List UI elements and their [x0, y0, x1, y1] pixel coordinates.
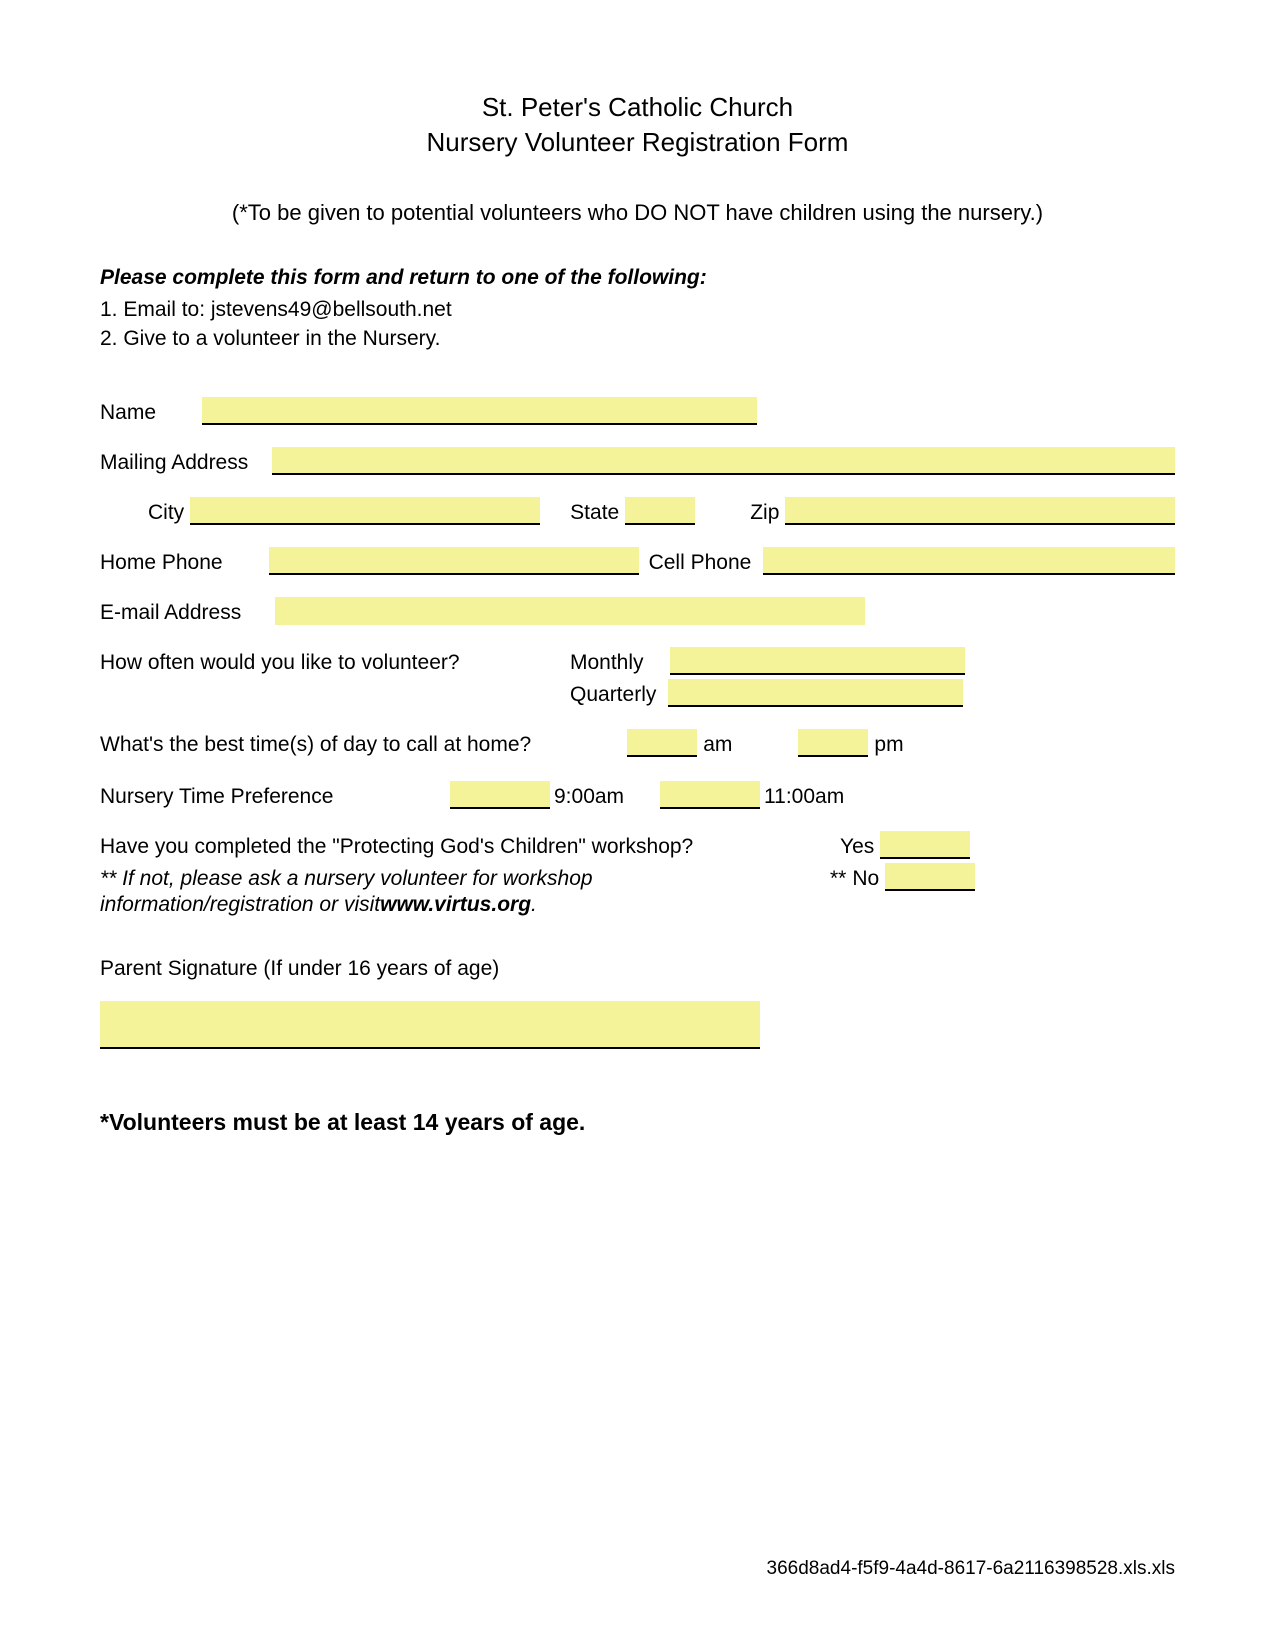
label-mailing: Mailing Address	[100, 451, 254, 475]
footer-filename: 366d8ad4-f5f9-4a4d-8617-6a2116398528.xls…	[767, 1558, 1175, 1580]
label-city: City	[148, 501, 190, 525]
row-workshop-no: ** If not, please ask a nursery voluntee…	[100, 863, 1175, 891]
field-homephone[interactable]	[269, 547, 639, 575]
instructions-list: 1. Email to: jstevens49@bellsouth.net 2.…	[100, 296, 1175, 353]
label-11am: 11:00am	[764, 785, 850, 809]
row-howoften-quarterly: Quarterly	[100, 679, 1175, 707]
label-workshop-note2c: .	[531, 893, 537, 917]
field-no[interactable]	[885, 863, 975, 891]
label-no-prefix: **	[830, 867, 852, 891]
label-workshop: Have you completed the "Protecting God's…	[100, 835, 840, 859]
row-workshop-note2: information/registration or visit www.vi…	[100, 893, 1175, 917]
label-homephone: Home Phone	[100, 551, 229, 575]
field-cellphone[interactable]	[763, 547, 1175, 575]
field-9am[interactable]	[450, 781, 550, 809]
field-am[interactable]	[627, 729, 697, 757]
row-nurserypref: Nursery Time Preference 9:00am 11:00am	[100, 781, 1175, 809]
field-yes[interactable]	[880, 831, 970, 859]
label-email: E-mail Address	[100, 601, 247, 625]
instructions-heading: Please complete this form and return to …	[100, 266, 1175, 290]
row-email: E-mail Address	[100, 597, 1175, 625]
row-name: Name	[100, 397, 1175, 425]
row-phones: Home Phone Cell Phone	[100, 547, 1175, 575]
label-virtus: www.virtus.org	[380, 893, 531, 917]
label-name: Name	[100, 401, 162, 425]
row-howoften-monthly: How often would you like to volunteer? M…	[100, 647, 1175, 675]
field-name[interactable]	[202, 397, 757, 425]
label-state: State	[570, 501, 625, 525]
label-am: am	[703, 733, 738, 757]
title-line2: Nursery Volunteer Registration Form	[100, 125, 1175, 160]
field-pm[interactable]	[798, 729, 868, 757]
field-city[interactable]	[190, 497, 540, 525]
field-state[interactable]	[625, 497, 695, 525]
label-no: No	[852, 867, 885, 891]
label-parent-sig: Parent Signature (If under 16 years of a…	[100, 957, 1175, 981]
form-subtitle: (*To be given to potential volunteers wh…	[100, 200, 1175, 226]
row-citystatezip: City State Zip	[100, 497, 1175, 525]
label-howoften: How often would you like to volunteer?	[100, 651, 570, 675]
label-yes: Yes	[840, 835, 880, 859]
field-monthly[interactable]	[670, 647, 965, 675]
label-nurserypref: Nursery Time Preference	[100, 785, 450, 809]
label-workshop-note2a: information/registration or visit	[100, 893, 380, 917]
label-cellphone: Cell Phone	[649, 551, 758, 575]
label-workshop-note1: ** If not, please ask a nursery voluntee…	[100, 867, 830, 891]
age-note: *Volunteers must be at least 14 years of…	[100, 1109, 1175, 1136]
label-9am: 9:00am	[554, 785, 630, 809]
field-mailing[interactable]	[272, 447, 1175, 475]
field-quarterly[interactable]	[668, 679, 963, 707]
field-zip[interactable]	[785, 497, 1175, 525]
form-title: St. Peter's Catholic Church Nursery Volu…	[100, 90, 1175, 160]
field-parent-sig[interactable]	[100, 1001, 760, 1049]
row-mailing: Mailing Address	[100, 447, 1175, 475]
label-monthly: Monthly	[570, 651, 650, 675]
label-zip: Zip	[750, 501, 785, 525]
field-11am[interactable]	[660, 781, 760, 809]
label-besttime: What's the best time(s) of day to call a…	[100, 733, 537, 757]
instruction-2: 2. Give to a volunteer in the Nursery.	[100, 325, 1175, 353]
title-line1: St. Peter's Catholic Church	[100, 90, 1175, 125]
label-quarterly: Quarterly	[570, 683, 662, 707]
row-workshop-yes: Have you completed the "Protecting God's…	[100, 831, 1175, 859]
label-pm: pm	[874, 733, 909, 757]
field-email[interactable]	[275, 597, 865, 625]
instruction-1: 1. Email to: jstevens49@bellsouth.net	[100, 296, 1175, 324]
row-besttime: What's the best time(s) of day to call a…	[100, 729, 1175, 757]
